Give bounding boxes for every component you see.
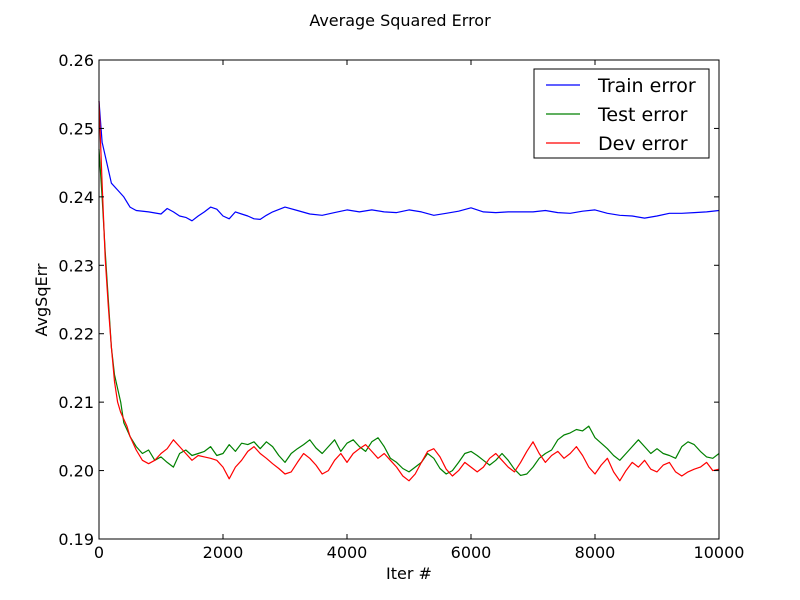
y-tick-label: 0.21 — [58, 393, 94, 412]
x-tick-label: 10000 — [694, 543, 745, 562]
y-tick-label: 0.25 — [58, 119, 94, 138]
legend-label: Test error — [597, 104, 688, 126]
y-tick-label: 0.19 — [58, 530, 94, 549]
y-tick-label: 0.23 — [58, 256, 94, 275]
y-tick-label: 0.24 — [58, 188, 94, 207]
plot-area-frame — [98, 59, 720, 540]
x-axis: 0 2000 4000 6000 8000 10000 — [94, 60, 745, 562]
series-line-dev-error — [98, 101, 720, 482]
x-tick-label: 2000 — [203, 543, 244, 562]
legend: Train error Test error Dev error — [533, 68, 710, 159]
series-layer — [98, 101, 720, 482]
legend-label: Dev error — [598, 133, 688, 155]
y-tick-label: 0.20 — [58, 462, 94, 481]
series-line-test-error — [98, 148, 720, 476]
y-axis: 0.19 0.20 0.21 0.22 0.23 0.24 0.25 0.26 — [58, 51, 719, 549]
y-tick-label: 0.26 — [58, 51, 94, 70]
chart-title: Average Squared Error — [309, 11, 491, 30]
x-tick-label: 6000 — [451, 543, 492, 562]
x-tick-label: 0 — [94, 543, 104, 562]
series-line-train-error — [98, 101, 720, 222]
x-axis-label: Iter # — [386, 564, 432, 583]
legend-label: Train error — [597, 75, 696, 97]
x-tick-label: 8000 — [575, 543, 616, 562]
y-tick-label: 0.22 — [58, 325, 94, 344]
y-axis-label: AvgSqErr — [32, 263, 51, 336]
x-tick-label: 4000 — [327, 543, 368, 562]
